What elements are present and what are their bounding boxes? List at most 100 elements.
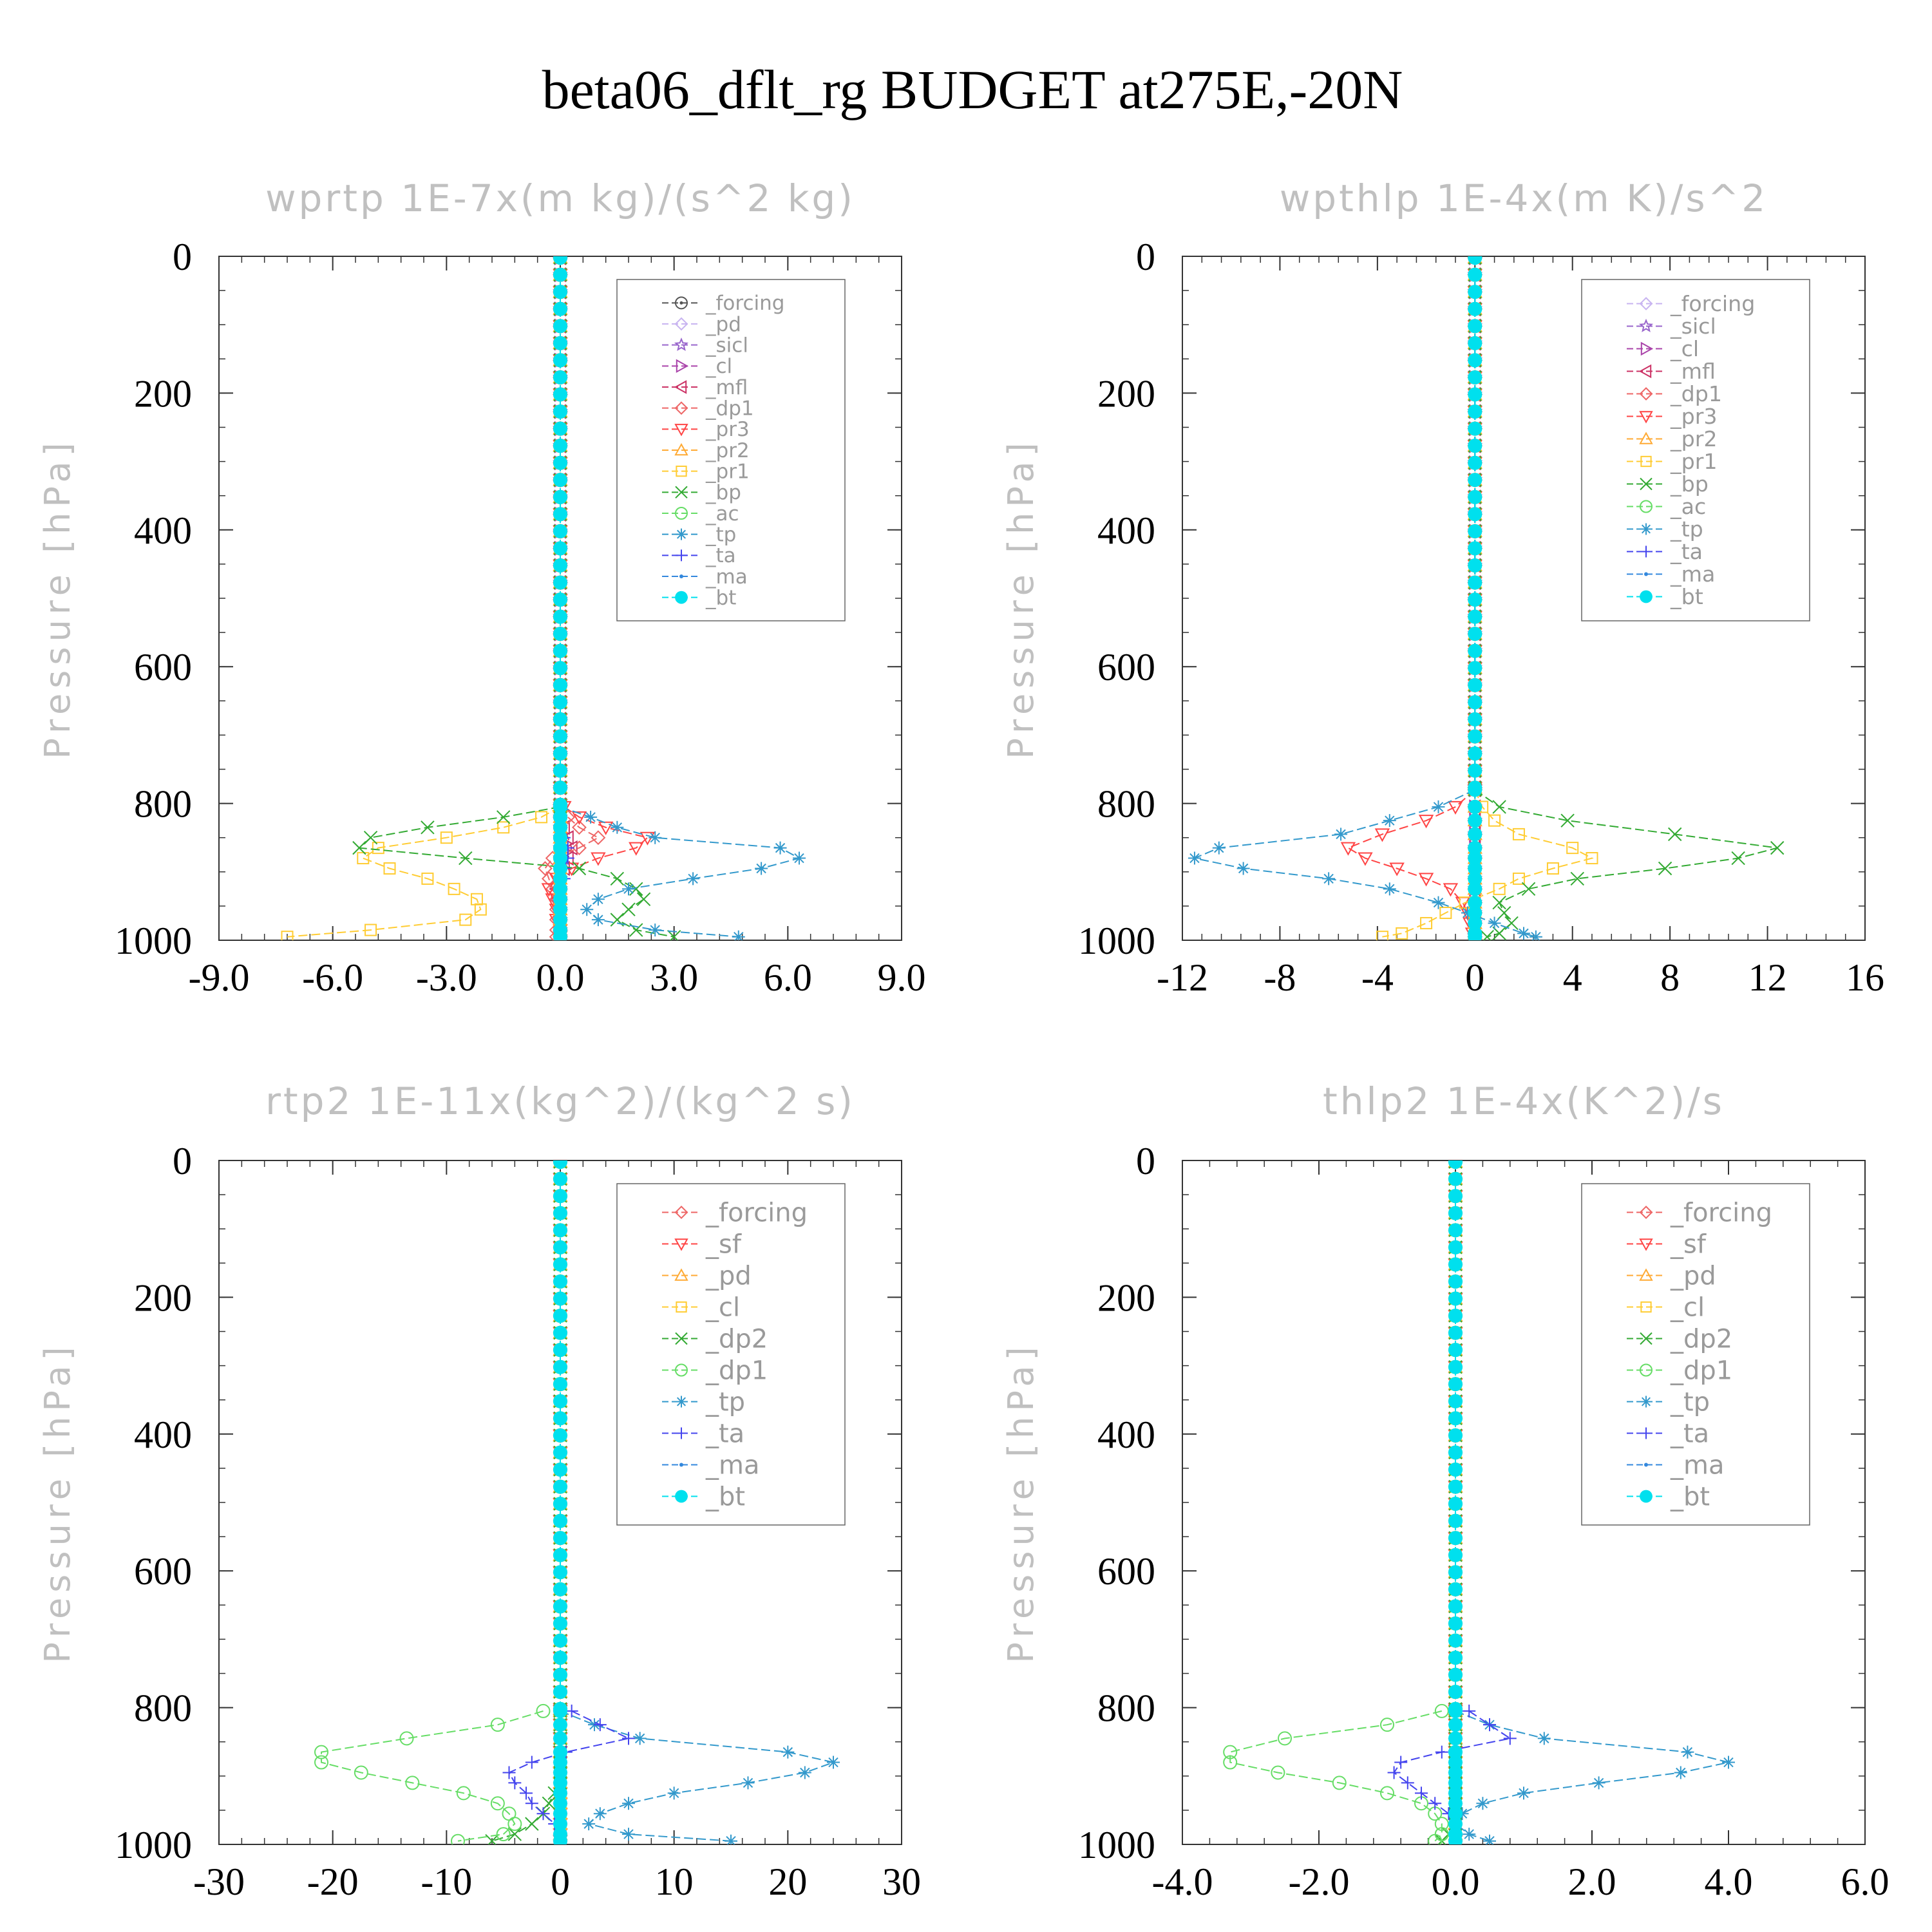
series-point (1731, 851, 1745, 866)
legend-label: _ta (705, 1419, 744, 1449)
series-point (535, 811, 548, 824)
series_dp1 (314, 1160, 567, 1844)
series-point (1443, 883, 1459, 897)
series-point (1387, 1766, 1401, 1779)
series-point (421, 820, 435, 835)
series-point (1448, 1171, 1463, 1186)
legend-marker (1640, 1427, 1652, 1439)
legend-marker (675, 507, 688, 520)
series-point (536, 1703, 551, 1718)
legend-label: _ta (1670, 539, 1703, 564)
series-point (553, 1343, 567, 1358)
series-point (1223, 1755, 1238, 1770)
series-point (1334, 828, 1348, 841)
series-point (314, 1755, 328, 1770)
series-point (798, 1766, 811, 1779)
series-point (553, 830, 567, 845)
series-point (1448, 1731, 1463, 1746)
legend-marker (675, 296, 688, 310)
legend-marker (1639, 297, 1653, 310)
series-point (1483, 1834, 1496, 1844)
series-point (1468, 746, 1482, 761)
series-point (1448, 1745, 1463, 1759)
legend-marker (1644, 1463, 1648, 1467)
legend: _forcing_sicl_cl_mfl_dp1_pr3_pr2_pr1_bp_… (1581, 279, 1810, 621)
series-point (591, 830, 606, 846)
x-tick-label: 0 (1465, 956, 1484, 999)
series-point (1448, 800, 1463, 815)
series-point (1468, 256, 1482, 265)
series-point (553, 1206, 567, 1220)
series-point (629, 882, 643, 896)
series-point (1521, 882, 1536, 896)
legend-marker (1640, 341, 1654, 356)
series-point (553, 695, 567, 710)
series-point (1722, 1756, 1735, 1769)
series-point (593, 1807, 607, 1821)
legend-label: _dp1 (705, 1356, 768, 1386)
series-point (1389, 862, 1405, 876)
series-point (553, 1582, 567, 1596)
series-point (1468, 439, 1482, 453)
plot-area (281, 256, 806, 940)
series-point (622, 1732, 635, 1745)
y-tick-label: 400 (134, 509, 192, 552)
series-point (1340, 842, 1356, 856)
series-point (1432, 896, 1445, 909)
series-point (553, 1463, 567, 1477)
series-point (1448, 1513, 1463, 1528)
series-point (755, 862, 768, 875)
series-point (553, 489, 567, 504)
y-tick-label: 400 (1097, 509, 1155, 552)
series-point (553, 575, 567, 590)
series-point (372, 842, 384, 855)
series_dp1 (538, 256, 606, 940)
series-point (553, 1411, 567, 1426)
legend-marker (1639, 1268, 1653, 1281)
series-point (1512, 828, 1525, 840)
series-point (1439, 907, 1452, 920)
series-point (1488, 916, 1501, 930)
series-point (1448, 1599, 1463, 1614)
legend-label: _pd (705, 313, 741, 336)
series-point (1448, 1377, 1463, 1392)
series-point (352, 840, 366, 855)
series-point (1415, 1786, 1428, 1800)
series-point (1448, 1718, 1463, 1732)
series-point (1468, 882, 1482, 896)
chart-panel-4: thlp2 1E-4x(K^2)/s Pressure [hPa] -4.0 -2.0… (1001, 1079, 1889, 1903)
x-tick-label: 3.0 (650, 956, 698, 999)
series-point (1448, 1189, 1463, 1204)
legend-label: _dp1 (705, 397, 754, 421)
x-tick-label: 12 (1748, 956, 1787, 999)
series-point (553, 267, 567, 282)
series-point (1322, 872, 1336, 886)
legend-box (616, 1183, 846, 1526)
x-tick-label: 4 (1563, 956, 1582, 999)
legend-label: _pr2 (705, 439, 750, 462)
legend-label: _mfl (705, 376, 748, 399)
series-point (1468, 524, 1482, 538)
legend-marker (674, 442, 688, 456)
chart-panel-2: wpthlp 1E-4x(m K)/s^2 Pressure [hPa] -12 -8… (1001, 176, 1884, 999)
legend-label: _forcing (1670, 291, 1755, 316)
series-point (553, 1223, 567, 1238)
series-point (459, 913, 472, 926)
legend-label: _cl (1670, 336, 1699, 361)
series-point (1383, 814, 1396, 828)
series_tp (1188, 256, 1542, 940)
series-point (1468, 871, 1482, 886)
chart-panels: wprtp 1E-7x(m kg)/(s^2 kg) Pressure [hPa]… (37, 176, 1889, 1903)
series-point (649, 831, 662, 844)
series-point (553, 336, 567, 350)
series-point (1592, 1776, 1605, 1790)
series_ta (502, 1160, 635, 1844)
legend-label: _tp (705, 1388, 745, 1417)
x-tick-label: -30 (193, 1861, 245, 1903)
series-point (1468, 404, 1482, 419)
legend-label: _dp1 (1670, 381, 1722, 406)
series-point (553, 1565, 567, 1580)
x-tick-label: -20 (307, 1861, 359, 1903)
legend: _forcing_sf_pd_cl_dp2_dp1_tp_ta_ma_bt (616, 1183, 846, 1526)
